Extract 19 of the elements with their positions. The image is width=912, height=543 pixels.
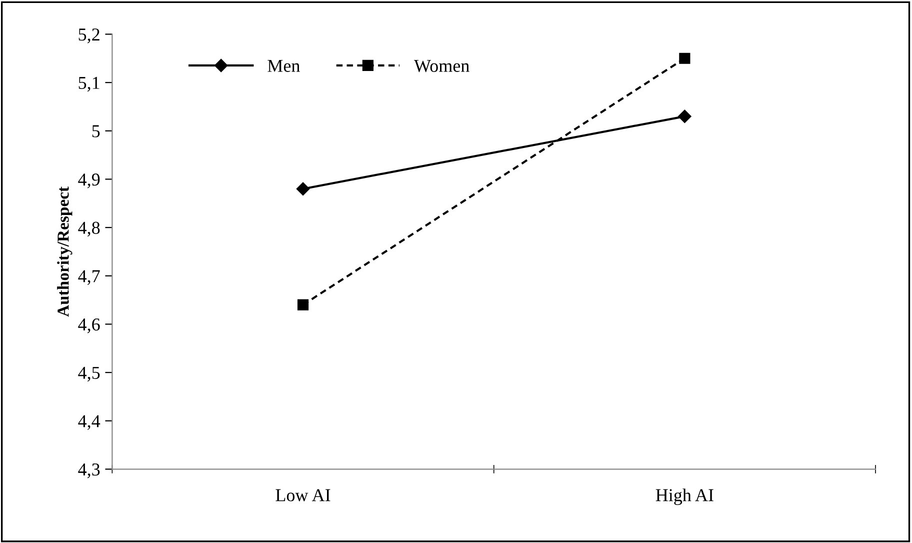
y-tick-label: 4,8 <box>78 222 100 237</box>
y-tick-label: 5 <box>92 125 100 138</box>
point <box>296 182 310 196</box>
y-tick-label: 4,6 <box>78 318 100 334</box>
y-tick-label: 5,2 <box>78 28 100 44</box>
point <box>678 110 692 123</box>
point <box>679 52 690 64</box>
y-axis-title: Authority/Respect <box>57 186 72 317</box>
y-tick-label: 4,5 <box>78 366 100 382</box>
legend-label: Men <box>268 60 300 72</box>
y-tick-label: 4,9 <box>78 174 100 188</box>
y-tick-label: 4,3 <box>78 463 100 478</box>
x-tick-label: Low AI <box>276 489 330 502</box>
y-tick-label: 4,7 <box>78 270 100 285</box>
y-tick-label: 4,4 <box>78 415 100 430</box>
legend-label: Women <box>414 60 470 72</box>
x-tick-label: High AI <box>656 488 714 506</box>
point <box>297 299 309 310</box>
y-tick-label: 5,1 <box>78 76 100 92</box>
